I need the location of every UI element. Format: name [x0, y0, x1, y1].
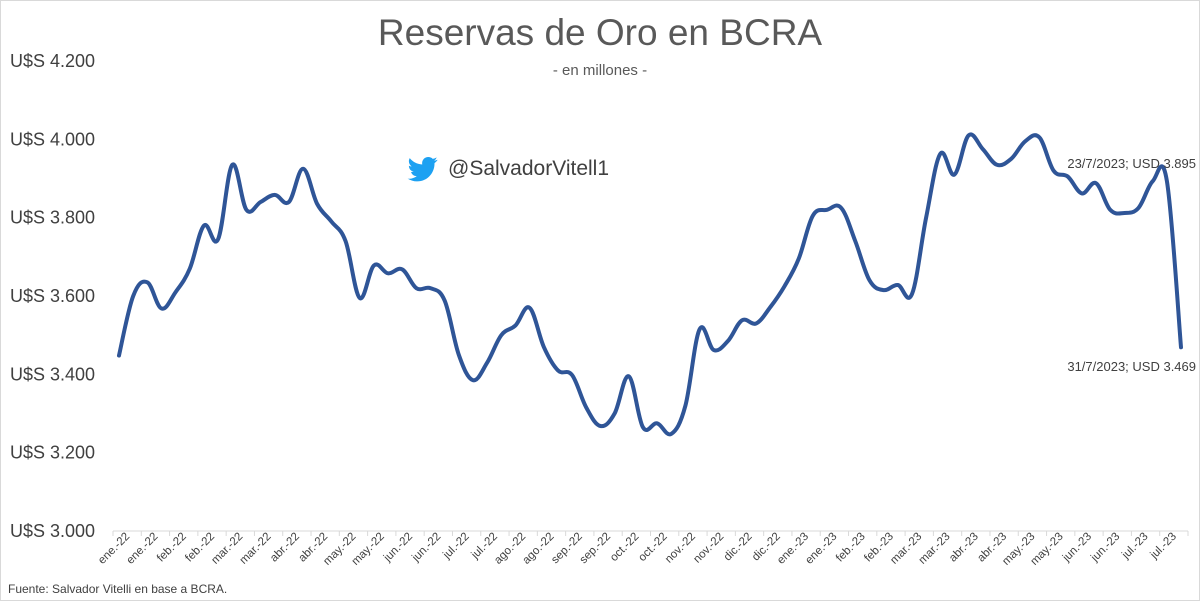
x-tick-label: sep.-22 [578, 531, 614, 567]
x-axis: ene.-22ene.-22feb.-22feb.-22mar.-22mar.-… [96, 530, 1189, 568]
x-tick-label: jun.-23 [1060, 531, 1094, 565]
y-tick-label: U$S 3.200 [10, 443, 95, 463]
y-tick-label: U$S 3.600 [10, 286, 95, 306]
x-tick-label: jul.-23 [1148, 531, 1179, 562]
twitter-bird-icon [407, 157, 438, 182]
x-tick-label: oct.-22 [608, 531, 641, 564]
x-tick-label: mar.-22 [238, 531, 274, 567]
y-tick-label: U$S 3.000 [10, 521, 95, 541]
twitter-handle-badge: @SalvadorVitell1 [406, 152, 609, 186]
x-tick-label: feb.-23 [834, 531, 868, 565]
y-tick-label: U$S 4.200 [10, 51, 95, 71]
x-tick-label: ene.-23 [803, 531, 839, 567]
annotation-label: 23/7/2023; USD 3.895 [1067, 156, 1196, 171]
annotation-label: 31/7/2023; USD 3.469 [1067, 359, 1196, 374]
annotations: 23/7/2023; USD 3.895 31/7/2023; USD 3.469 [1067, 156, 1196, 374]
x-tick-label: jun.-22 [409, 531, 443, 565]
y-tick-label: U$S 3.800 [10, 208, 95, 228]
y-axis: U$S 3.000 U$S 3.200 U$S 3.400 U$S 3.600 U$S … [10, 51, 95, 541]
x-tick-label: jun.-23 [1088, 531, 1122, 565]
series-line [117, 132, 1183, 437]
x-tick-label: nov.-22 [691, 531, 726, 566]
x-tick-label: dic.-22 [722, 531, 755, 564]
x-tick-label: nov.-22 [663, 531, 698, 566]
chart-subtitle: - en millones - [552, 62, 648, 79]
x-tick-label: jul.-23 [1119, 531, 1150, 562]
chart-title: Reservas de Oro en BCRA [377, 12, 823, 53]
x-tick-label: ago.-22 [521, 531, 557, 567]
y-tick-label: U$S 3.400 [10, 364, 95, 384]
x-tick-label: mar.-23 [917, 531, 953, 567]
source-note: Fuente: Salvador Vitelli en base a BCRA. [8, 582, 228, 596]
x-tick-label: feb.-22 [155, 531, 189, 565]
x-tick-label: jul.-22 [440, 531, 471, 562]
x-tick-label: abr.-23 [947, 531, 981, 565]
x-tick-label: abr.-22 [268, 531, 302, 565]
twitter-handle: @SalvadorVitell1 [448, 157, 610, 180]
series-group [117, 132, 1183, 437]
x-tick-label: jun.-22 [381, 531, 415, 565]
x-tick-label: ene.-22 [124, 531, 160, 567]
y-tick-label: U$S 4.000 [10, 129, 95, 149]
